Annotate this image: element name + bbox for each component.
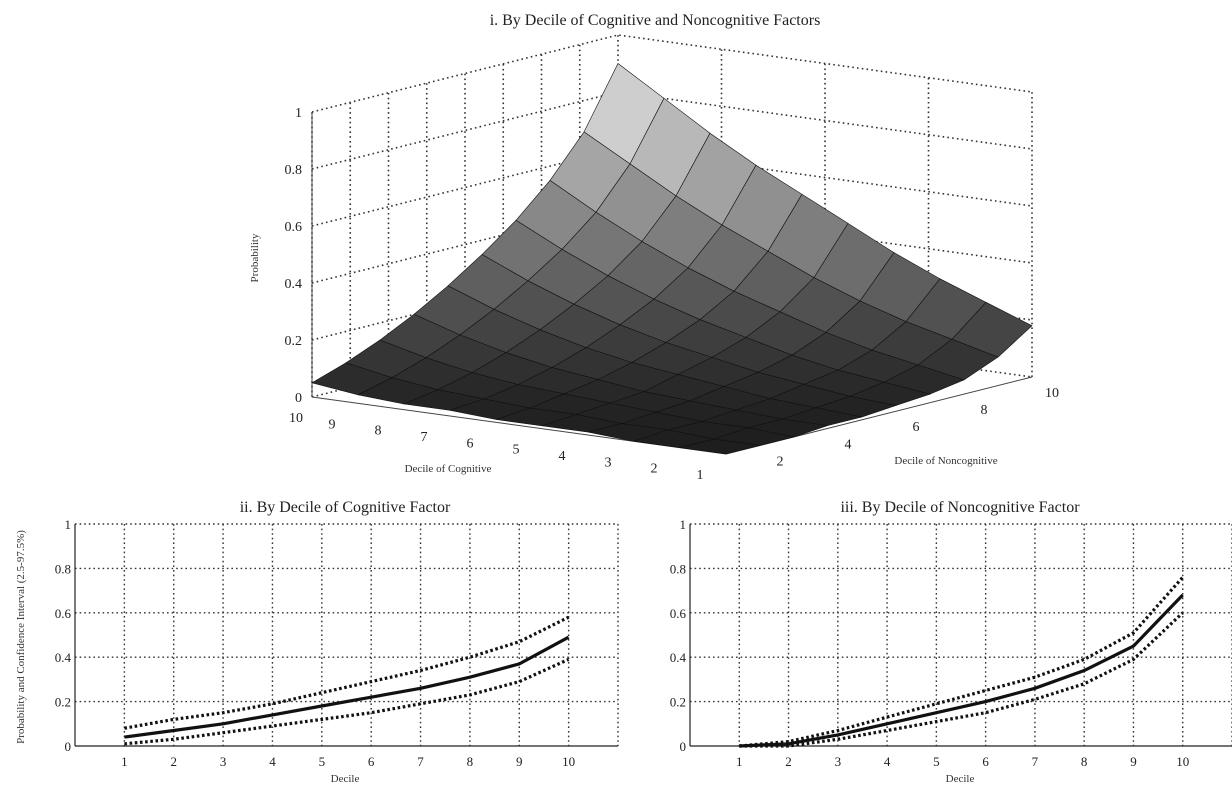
x-tick-label: 4: [269, 754, 276, 769]
surface-x-tick-label: 10: [289, 411, 303, 426]
cognitive-chart-title: ii. By Decile of Cognitive Factor: [240, 499, 451, 516]
y-tick-label: 0.4: [670, 650, 687, 665]
surface-mesh: [311, 63, 1033, 455]
series-line-lower: [124, 657, 570, 746]
x-tick-label: 6: [982, 754, 989, 769]
x-tick-label: 1: [736, 754, 743, 769]
x-tick-label: 8: [467, 754, 474, 769]
noncognitive-line-chart: iii. By Decile of Noncognitive Factor 00…: [670, 499, 1232, 785]
y-tick-label: 1: [65, 517, 72, 532]
x-tick-label: 9: [1130, 754, 1137, 769]
surface-z-axis-label: Probability: [249, 233, 261, 282]
x-tick-label: 9: [516, 754, 523, 769]
cognitive-y-axis-label: Probability and Confidence Interval (2.5…: [15, 530, 27, 744]
y-tick-label: 0.6: [670, 606, 687, 621]
surface-x-tick-label: 7: [421, 430, 428, 445]
noncognitive-chart-title: iii. By Decile of Noncognitive Factor: [840, 499, 1080, 516]
surface-chart-title: i. By Decile of Cognitive and Noncogniti…: [490, 12, 821, 29]
surface-z-tick-label: 0.8: [285, 163, 303, 178]
y-tick-label: 0: [680, 739, 687, 754]
series-line-upper: [739, 576, 1184, 748]
surface-y-tick-label: 8: [981, 403, 988, 418]
cognitive-plot-area: 0 0.2 0.4 0.6 0.8 1 1 2 3 4 5 6 7 8 9 10: [55, 517, 619, 769]
cognitive-x-axis-label: Decile: [331, 773, 360, 785]
series-line-upper: [124, 615, 570, 730]
y-tick-label: 0.4: [55, 650, 72, 665]
surface-gridline: [311, 34, 1033, 113]
surface-x-tick-label: 1: [697, 468, 704, 483]
surface-y-axis-label: Decile of Noncognitive: [894, 455, 997, 467]
x-tick-label: 7: [1032, 754, 1039, 769]
surface-x-tick-label: 4: [559, 449, 566, 464]
surface-x-tick-label: 2: [651, 462, 658, 477]
x-tick-label: 3: [220, 754, 227, 769]
y-tick-label: 0.8: [670, 561, 686, 576]
surface-chart: i. By Decile of Cognitive and Noncogniti…: [249, 12, 1059, 483]
noncognitive-x-axis-label: Decile: [946, 773, 975, 785]
surface-x-tick-label: 9: [329, 417, 336, 432]
surface-x-axis-label: Decile of Cognitive: [405, 463, 492, 475]
surface-x-tick-label: 3: [605, 455, 612, 470]
surface-x-tick-label: 8: [375, 424, 382, 439]
y-tick-label: 0.2: [670, 695, 686, 710]
surface-y-tick-label: 6: [913, 420, 920, 435]
x-tick-label: 2: [170, 754, 177, 769]
noncognitive-plot-area: 0 0.2 0.4 0.6 0.8 1 1 2 3 4 5 6 7 8 9 10: [670, 517, 1232, 769]
series-line-lower: [739, 611, 1184, 748]
surface-face: [679, 438, 761, 455]
surface-z-tick-label: 0.4: [285, 277, 303, 292]
series-line-estimate: [124, 635, 570, 739]
y-tick-label: 0: [65, 739, 72, 754]
y-tick-label: 0.8: [55, 561, 71, 576]
surface-y-tick-label: 4: [845, 437, 852, 452]
surface-x-tick-label: 6: [467, 436, 474, 451]
surface-chart-ticks: 0 0.2 0.4 0.6 0.8 1 1 2 3 4 5 6 7 8 9 10 2 4 6 8 10: [285, 106, 1060, 483]
x-tick-label: 7: [417, 754, 424, 769]
y-tick-label: 0.2: [55, 695, 71, 710]
y-tick-label: 0.6: [55, 606, 72, 621]
x-tick-label: 3: [835, 754, 842, 769]
surface-z-tick-label: 0.2: [285, 334, 303, 349]
surface-z-tick-label: 0: [295, 391, 302, 406]
x-tick-label: 1: [121, 754, 128, 769]
x-tick-label: 4: [884, 754, 891, 769]
surface-y-tick-label: 2: [777, 454, 784, 469]
y-tick-label: 1: [680, 517, 687, 532]
surface-z-tick-label: 0.6: [285, 220, 303, 235]
x-tick-label: 2: [785, 754, 792, 769]
x-tick-label: 6: [368, 754, 375, 769]
x-tick-label: 10: [1176, 754, 1189, 769]
x-tick-label: 5: [933, 754, 940, 769]
x-tick-label: 5: [319, 754, 326, 769]
series-line-estimate: [739, 593, 1184, 748]
surface-z-tick-label: 1: [295, 106, 302, 121]
x-tick-label: 8: [1081, 754, 1088, 769]
surface-y-tick-label: 10: [1045, 386, 1059, 401]
surface-x-tick-label: 5: [513, 443, 520, 458]
x-tick-label: 10: [562, 754, 575, 769]
cognitive-line-chart: ii. By Decile of Cognitive Factor 0 0.2 0.…: [15, 499, 619, 785]
